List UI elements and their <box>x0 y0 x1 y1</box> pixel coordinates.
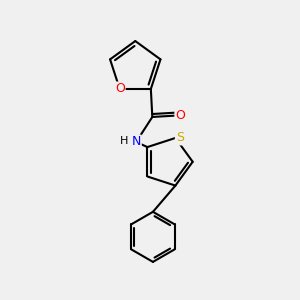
Text: N: N <box>131 136 141 148</box>
Text: H: H <box>120 136 128 146</box>
Text: O: O <box>176 109 185 122</box>
Text: O: O <box>115 82 124 95</box>
Text: S: S <box>176 131 184 145</box>
